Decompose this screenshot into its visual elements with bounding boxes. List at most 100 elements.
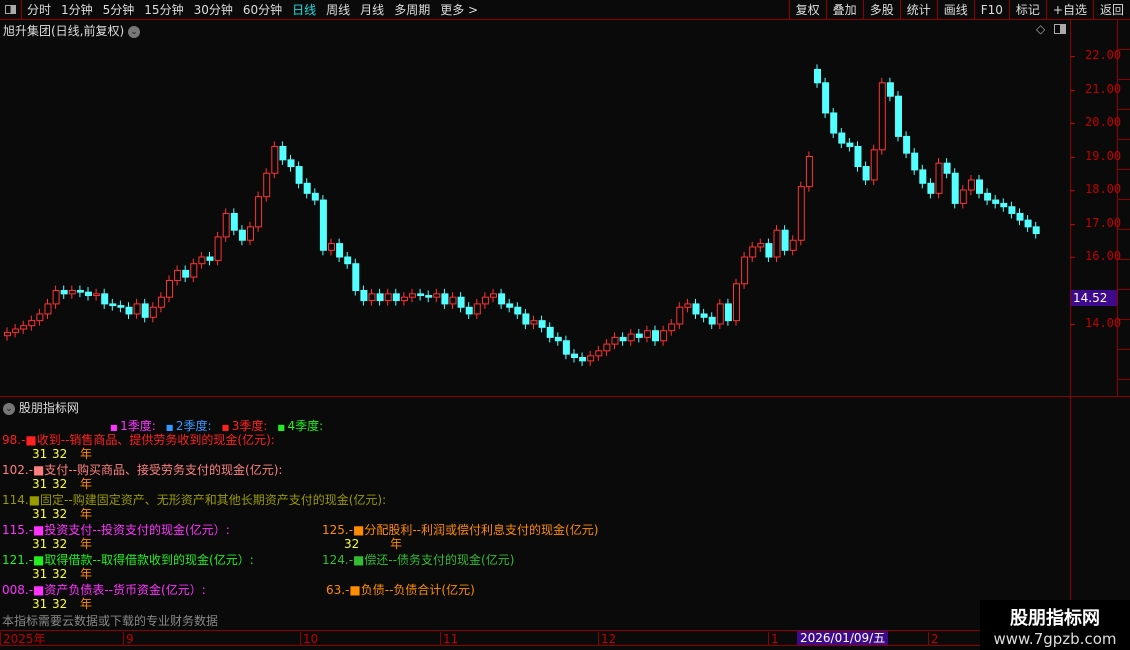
value-label: 31 [32,507,48,521]
strip-cell[interactable] [1118,20,1130,50]
period-tab[interactable]: 多周期 [394,3,431,17]
indicator-name: 股朋指标网 [18,401,79,415]
candle [895,91,902,142]
candle [384,288,392,306]
toolbar-button[interactable]: 返回 [1092,0,1130,20]
candle-body [465,306,473,315]
candle-body [85,291,92,297]
value-label: 31 [32,537,48,551]
candle-body [765,243,773,258]
strip-cell[interactable] [1118,170,1130,200]
candle-body [174,269,182,281]
candle [76,285,84,298]
candle-body [20,325,28,330]
right-side-strip[interactable] [1117,20,1130,397]
candle-body [959,189,967,204]
candle-body [708,316,716,325]
time-label: 9 [123,632,134,646]
period-tab[interactable]: 5分钟 [102,3,135,17]
period-tab[interactable]: 60分钟 [242,3,283,17]
strip-cell[interactable] [1118,110,1130,140]
panel-icon[interactable] [1054,24,1066,34]
candle [101,288,109,309]
candle-body [417,293,425,297]
candle [643,325,651,343]
candle-body [870,149,878,181]
toolbar-button[interactable]: F10 [973,0,1009,20]
candle-body [716,303,724,325]
toolbar-button[interactable]: 标记 [1008,0,1046,20]
toolbar-button[interactable]: 画线 [936,0,974,20]
period-tab[interactable]: 周线 [326,3,351,17]
tick-mark [1070,156,1075,158]
price-tick: 18.00 [1085,182,1122,196]
period-tabs: 分时 1分钟 5分钟 15分钟 30分钟 60分钟 日线 周线 月线 多周期 更多 > [22,1,483,18]
candle-body [425,295,433,298]
chevron-down-icon[interactable]: ⌄ [3,402,15,415]
strip-cell[interactable] [1118,140,1130,170]
value-label: 31 [32,567,48,581]
candle-body [1000,202,1008,208]
period-tab[interactable]: 15分钟 [144,3,184,17]
toolbar-button[interactable]: 多股 [862,0,900,20]
candle-body [206,256,214,261]
candle [668,318,676,336]
strip-cell[interactable] [1118,200,1130,230]
candle-body [60,290,68,295]
value-label: 31 [32,477,48,491]
candle-body [344,256,352,265]
year-label: 年 [390,537,403,551]
strip-cell[interactable] [1118,320,1130,350]
candle [255,191,263,232]
candle-body [93,293,101,297]
strip-cell[interactable] [1118,290,1130,320]
candle-body [830,112,838,134]
chevron-down-icon[interactable]: ⌄ [128,25,141,38]
strip-cell[interactable] [1118,230,1130,260]
toolbar-button[interactable]: 统计 [899,0,937,20]
period-tab[interactable]: 1分钟 [61,3,93,17]
strip-cell[interactable] [1118,260,1130,290]
candle-body [490,293,497,298]
candle-body [247,226,254,241]
strip-cell[interactable] [1118,350,1130,380]
candle-body [433,293,441,298]
price-tick: 14.00 [1085,316,1122,330]
candle [222,208,230,242]
period-tab[interactable]: 更多 > [440,3,479,17]
indicator-line: 102.-■支付--购买商品、接受劳务支付的现金(亿元): [2,463,283,477]
sidebar-toggle-button[interactable] [0,0,22,20]
strip-cell[interactable] [1118,80,1130,110]
candle-body [627,333,635,342]
strip-cell[interactable] [1118,50,1130,80]
candle-body [76,290,84,293]
diamond-icon[interactable]: ◇ [1036,22,1046,36]
toolbar-button[interactable]: 复权 [788,0,826,20]
candle-body [595,350,603,357]
candle [571,349,578,363]
candle [52,285,60,309]
period-tab[interactable]: 分时 [27,3,52,17]
candle [984,188,992,206]
candle-body [125,306,133,315]
candle-body [384,293,392,302]
candlestick-chart[interactable] [0,20,1070,396]
candle [992,195,1000,209]
candle-body [741,256,749,285]
candle [951,168,959,209]
candle [838,128,846,149]
candle-body [724,303,732,322]
candle [376,288,384,306]
toolbar-button[interactable]: 叠加 [825,0,863,20]
candle [692,298,700,319]
candle [117,300,125,313]
panel-divider[interactable] [0,396,1130,397]
candle [603,339,611,356]
candle [757,238,765,252]
period-tab[interactable]: 日线 [292,3,317,17]
period-tab[interactable]: 30分钟 [193,3,233,17]
period-tab[interactable]: 月线 [360,3,385,17]
candle-body [1032,226,1040,235]
candle [554,332,562,346]
toolbar-button[interactable]: +自选 [1045,0,1093,20]
